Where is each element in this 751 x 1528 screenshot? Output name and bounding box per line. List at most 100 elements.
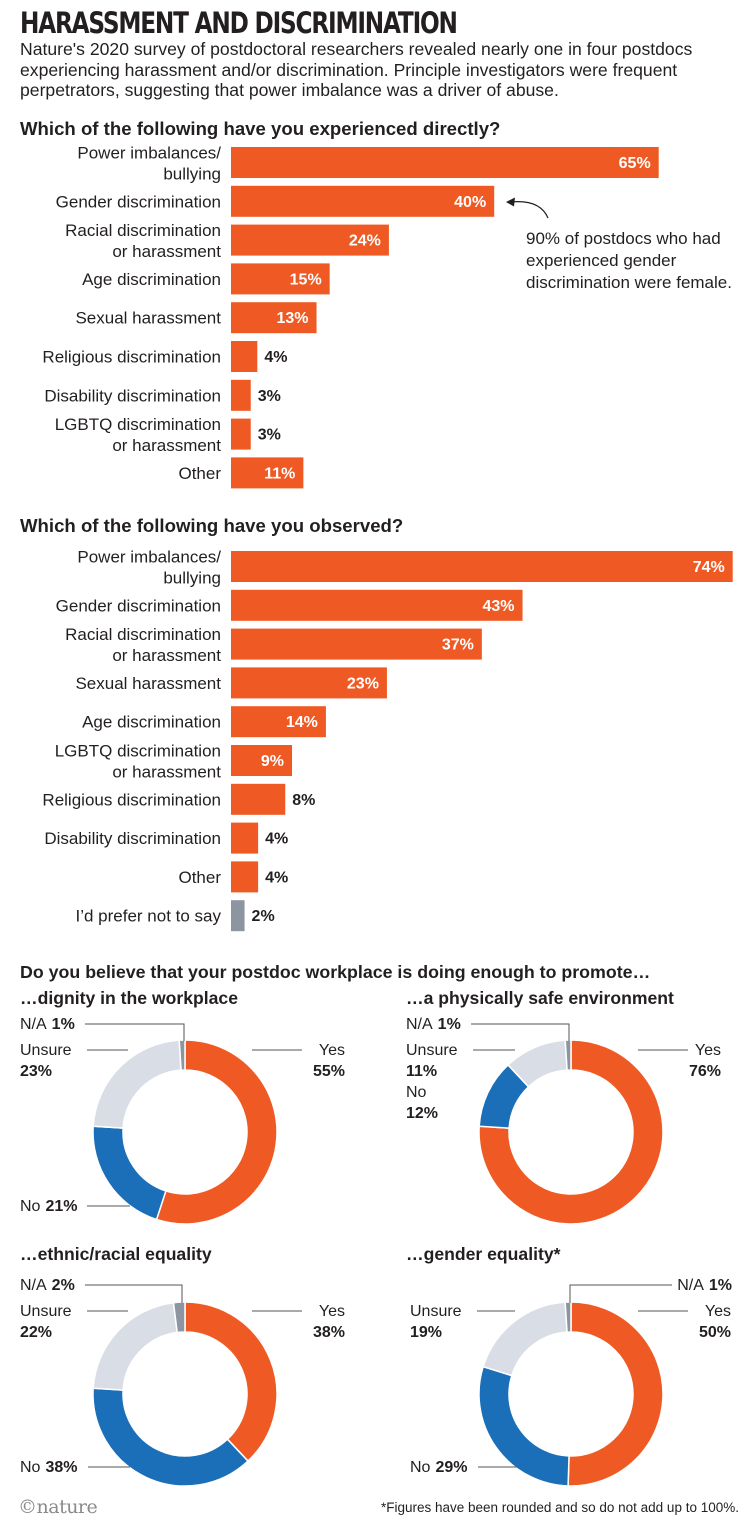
donut-label-value: 38%: [313, 1324, 345, 1341]
donut-label-name: Yes: [319, 1303, 345, 1320]
observed-bar-chart: 74% Power imbalances/bullying 43% Gender di…: [42, 548, 733, 932]
experienced-bar: [231, 457, 304, 489]
annotation-arrow: [509, 200, 549, 219]
donut-label-name: No: [410, 1459, 431, 1476]
donut-label-name: No: [406, 1084, 427, 1101]
observed-category-label: Religious discrimination: [42, 790, 221, 809]
donut-slice-no: [92, 1387, 250, 1487]
observed-bar: [231, 861, 259, 893]
observed-bar: [231, 628, 482, 660]
experienced-bar: [231, 224, 389, 256]
observed-bar: [231, 551, 733, 582]
experienced-bar: [231, 379, 251, 411]
donut-label: N/A 1%: [20, 1016, 75, 1033]
experienced-bar: [231, 263, 330, 295]
donut-label-value: 1%: [709, 1277, 732, 1294]
experienced-category-line: bullying: [163, 165, 221, 184]
donut-label-name: Unsure: [20, 1042, 72, 1059]
observed-category-label: Other: [178, 868, 221, 887]
observed-category-label: Racial discrimination or harassment: [65, 625, 221, 665]
experienced-bar: [231, 341, 258, 372]
experienced-value-label: 15%: [290, 271, 322, 288]
experienced-value-label: 65%: [619, 155, 651, 172]
donut-label: No 21%: [20, 1198, 77, 1215]
observed-category-label: I’d prefer not to say: [75, 907, 221, 926]
observed-value-label: 14%: [286, 714, 318, 731]
donut-label-value: 21%: [45, 1198, 77, 1215]
observed-bar: [231, 822, 259, 854]
experienced-category-label: Other: [178, 464, 221, 483]
page-title: HARASSMENT AND DISCRIMINATION: [20, 6, 458, 40]
observed-bar: [231, 745, 293, 776]
donut-slice-unsure: [92, 1301, 179, 1391]
donut-label-value: 19%: [410, 1324, 442, 1341]
experienced-category-line: or harassment: [112, 242, 221, 261]
donut-label-value: 23%: [20, 1063, 52, 1080]
observed-value-label: 9%: [261, 753, 284, 770]
donut-title-dignity: …dignity in the workplace: [20, 988, 238, 1008]
observed-category-label: LGBTQ discrimination or harassment: [55, 742, 222, 782]
experienced-category-label: Sexual harassment: [75, 309, 221, 328]
observed-category-line: Sexual harassment: [75, 674, 221, 693]
nature-logo: ©nature: [18, 1496, 98, 1518]
donut-slice-na: [178, 1039, 186, 1071]
gender-annotation: 90% of postdocs who had experienced gend…: [526, 229, 732, 292]
experienced-category-label: Power imbalances/bullying: [77, 144, 221, 184]
experienced-bar: [231, 147, 659, 178]
experienced-value-label: 24%: [349, 233, 381, 250]
donut-label: N/A 1%: [406, 1016, 461, 1033]
donut-label-name: Yes: [319, 1042, 345, 1059]
donut-label-value: 29%: [435, 1459, 467, 1476]
observed-category-line: LGBTQ discrimination: [55, 742, 221, 761]
donut-label-value: 76%: [689, 1063, 721, 1080]
donut-label-name: Unsure: [20, 1303, 72, 1320]
donut-slice-unsure: [482, 1301, 568, 1377]
observed-value-label: 8%: [292, 792, 315, 809]
experienced-value-label: 13%: [277, 310, 309, 327]
experienced-category-line: Gender discrimination: [56, 192, 221, 211]
donut-label-name: N/A: [677, 1277, 704, 1294]
experienced-category-label: Religious discrimination: [42, 348, 221, 367]
experienced-category-label: Gender discrimination: [56, 192, 221, 211]
donut-slice-no: [478, 1365, 570, 1487]
observed-category-line: Religious discrimination: [42, 790, 221, 809]
experienced-category-label: LGBTQ discrimination or harassment: [55, 415, 222, 455]
experienced-bar: [231, 418, 251, 450]
donut-label-name: Unsure: [406, 1042, 458, 1059]
experienced-category-line: Religious discrimination: [42, 348, 221, 367]
donut-label-name: Yes: [695, 1042, 721, 1059]
observed-value-label: 2%: [252, 908, 275, 925]
observed-value-label: 74%: [693, 559, 725, 576]
experienced-value-label: 3%: [258, 427, 281, 444]
observed-bar: [231, 589, 523, 621]
experienced-category-line: Age discrimination: [82, 270, 221, 289]
experienced-category-line: Power imbalances/: [77, 144, 221, 163]
donut-label-value: 12%: [406, 1105, 438, 1122]
observed-value-label: 4%: [265, 831, 288, 848]
donut-label-value: 22%: [20, 1324, 52, 1341]
experienced-category-label: Racial discrimination or harassment: [65, 221, 221, 261]
donut-label-value: 2%: [52, 1277, 75, 1294]
donut-slice-na: [564, 1301, 572, 1333]
observed-category-line: or harassment: [112, 646, 221, 665]
donut-label-value: 50%: [699, 1324, 731, 1341]
observed-bar: [231, 667, 387, 699]
observed-value-label: 23%: [347, 675, 379, 692]
donut-leader-line: [569, 1284, 672, 1303]
donut-leader-line: [471, 1023, 570, 1041]
donut-label-name: No: [20, 1198, 41, 1215]
experienced-category-label: Age discrimination: [82, 270, 221, 289]
donut-label: No 29%: [410, 1459, 467, 1476]
donut-slice-unsure: [92, 1039, 182, 1129]
donut-label-name: No: [20, 1459, 41, 1476]
donut-label-value: 11%: [406, 1063, 437, 1080]
donut-label-name: N/A: [20, 1277, 47, 1294]
experienced-category-line: Racial discrimination: [65, 221, 221, 240]
donut-label-value: 38%: [45, 1459, 77, 1476]
donut-label-name: Yes: [705, 1303, 731, 1320]
experienced-category-line: or harassment: [112, 436, 221, 455]
observed-category-line: Age discrimination: [82, 713, 221, 732]
experienced-category-label: Disability discrimination: [44, 386, 221, 405]
donut-slice-na: [172, 1301, 186, 1334]
